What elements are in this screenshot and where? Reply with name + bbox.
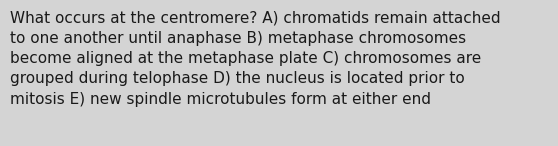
Text: What occurs at the centromere? A) chromatids remain attached
to one another unti: What occurs at the centromere? A) chroma… (10, 10, 501, 107)
